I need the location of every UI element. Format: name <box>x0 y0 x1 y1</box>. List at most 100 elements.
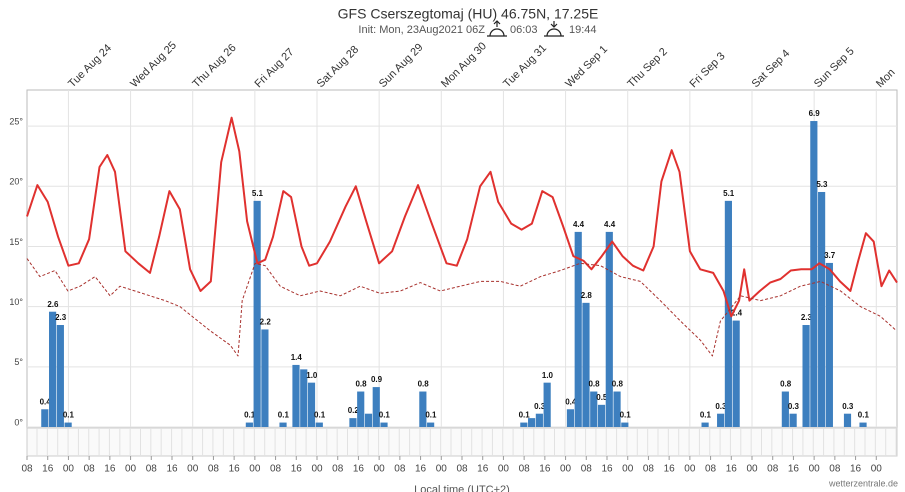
precip-bar <box>789 413 797 427</box>
y-tick-label: 15° <box>9 237 23 247</box>
precip-bar <box>300 369 308 427</box>
precip-label: 0.3 <box>842 402 854 411</box>
x-tick-label: 00 <box>187 464 199 475</box>
precip-bar <box>245 422 253 427</box>
precip-bar <box>357 391 365 427</box>
precip-label: 5.1 <box>723 189 735 198</box>
precip-label: 0.3 <box>715 402 727 411</box>
x-tick-label: 16 <box>229 464 241 475</box>
x-tick-label: 08 <box>705 464 717 475</box>
x-tick-label: 00 <box>684 464 696 475</box>
precip-label: 2.8 <box>581 291 593 300</box>
precip-label: 0.8 <box>588 380 600 389</box>
precip-bar <box>843 413 852 427</box>
precip-label: 5.3 <box>816 180 828 189</box>
y-tick-label: 0° <box>14 417 23 427</box>
precip-label: 2.4 <box>731 309 743 318</box>
precip-bar <box>427 422 435 427</box>
precip-bar <box>64 422 72 427</box>
x-tick-label: 00 <box>374 464 386 475</box>
precip-bar <box>315 422 323 427</box>
precip-label: 4.4 <box>573 220 585 229</box>
x-tick-label: 08 <box>146 464 158 475</box>
x-tick-label: 16 <box>850 464 862 475</box>
x-tick-label: 08 <box>643 464 655 475</box>
precip-bar <box>613 391 621 427</box>
x-tick-label: 16 <box>166 464 178 475</box>
y-tick-label: 10° <box>9 297 23 307</box>
x-tick-label: 16 <box>42 464 54 475</box>
precip-label: 1.0 <box>306 371 318 380</box>
precip-label: 4.4 <box>604 220 616 229</box>
precip-bar <box>802 325 810 427</box>
x-tick-label: 00 <box>436 464 448 475</box>
precip-label: 0.1 <box>858 411 870 420</box>
temperature-line <box>26 116 898 318</box>
precip-label: 5.1 <box>252 189 264 198</box>
precip-bar <box>859 422 867 427</box>
x-tick-label: 08 <box>332 464 344 475</box>
x-tick-label: 00 <box>809 464 821 475</box>
precip-label: 2.3 <box>55 313 67 322</box>
precip-label: 0.1 <box>700 411 712 420</box>
y-tick-label: 5° <box>14 357 23 367</box>
precip-bar <box>528 418 536 427</box>
chart-title: GFS Cserszegtomaj (HU) 46.75N, 17.25E <box>338 6 599 22</box>
precip-bar <box>56 325 64 427</box>
precip-label: 0.1 <box>314 411 326 420</box>
precip-bar <box>49 311 57 427</box>
precip-bar <box>566 409 575 427</box>
precip-bar <box>380 422 388 427</box>
x-tick-label: 16 <box>477 464 489 475</box>
x-tick-label: 00 <box>746 464 758 475</box>
precip-bar <box>717 413 725 427</box>
precip-label: 0.1 <box>425 411 437 420</box>
precip-bar <box>818 191 826 427</box>
precip-label: 1.0 <box>542 371 554 380</box>
credit: wetterzentrale.de <box>828 478 898 488</box>
precip-bar <box>419 391 427 427</box>
precip-bar <box>279 422 287 427</box>
dewpoint-line <box>26 258 897 357</box>
x-tick-label: 00 <box>311 464 323 475</box>
precip-label: 0.9 <box>371 375 383 384</box>
x-tick-label: 16 <box>788 464 800 475</box>
x-tick-label: 16 <box>539 464 551 475</box>
precip-label: 0.4 <box>40 397 52 406</box>
x-tick-label: 00 <box>871 464 883 475</box>
x-tick-label: 08 <box>519 464 531 475</box>
chart-subtitle: Init: Mon, 23Aug2021 06Z <box>358 24 485 36</box>
precip-bar <box>605 231 613 427</box>
precip-bar <box>253 200 261 427</box>
precip-bar <box>781 391 789 427</box>
precip-label: 0.3 <box>534 402 546 411</box>
precip-label: 0.8 <box>612 380 624 389</box>
x-tick-label: 16 <box>415 464 427 475</box>
precip-bar <box>597 404 606 427</box>
precip-bar <box>307 382 316 427</box>
x-tick-label: 00 <box>498 464 510 475</box>
y-tick-label: 20° <box>9 177 23 187</box>
sunset-icon <box>544 21 564 37</box>
wind-row <box>26 427 898 457</box>
precip-label: 0.8 <box>418 380 430 389</box>
x-tick-label: 16 <box>601 464 613 475</box>
precip-bar <box>520 422 528 427</box>
x-tick-label: 16 <box>291 464 303 475</box>
precip-label: 2.3 <box>801 313 813 322</box>
x-tick-label: 00 <box>63 464 75 475</box>
precip-bar <box>543 382 551 427</box>
precip-label: 0.1 <box>620 411 632 420</box>
x-tick-label: 08 <box>270 464 282 475</box>
precip-bar <box>574 231 582 427</box>
x-tick-label: 08 <box>394 464 406 475</box>
x-tick-label: 00 <box>125 464 137 475</box>
x-tick-label: 00 <box>249 464 261 475</box>
precip-bar <box>732 320 740 427</box>
x-tick-label: 08 <box>21 464 33 475</box>
precip-label: 0.8 <box>355 380 367 389</box>
x-tick-label: 08 <box>84 464 96 475</box>
precip-bar <box>364 413 373 427</box>
